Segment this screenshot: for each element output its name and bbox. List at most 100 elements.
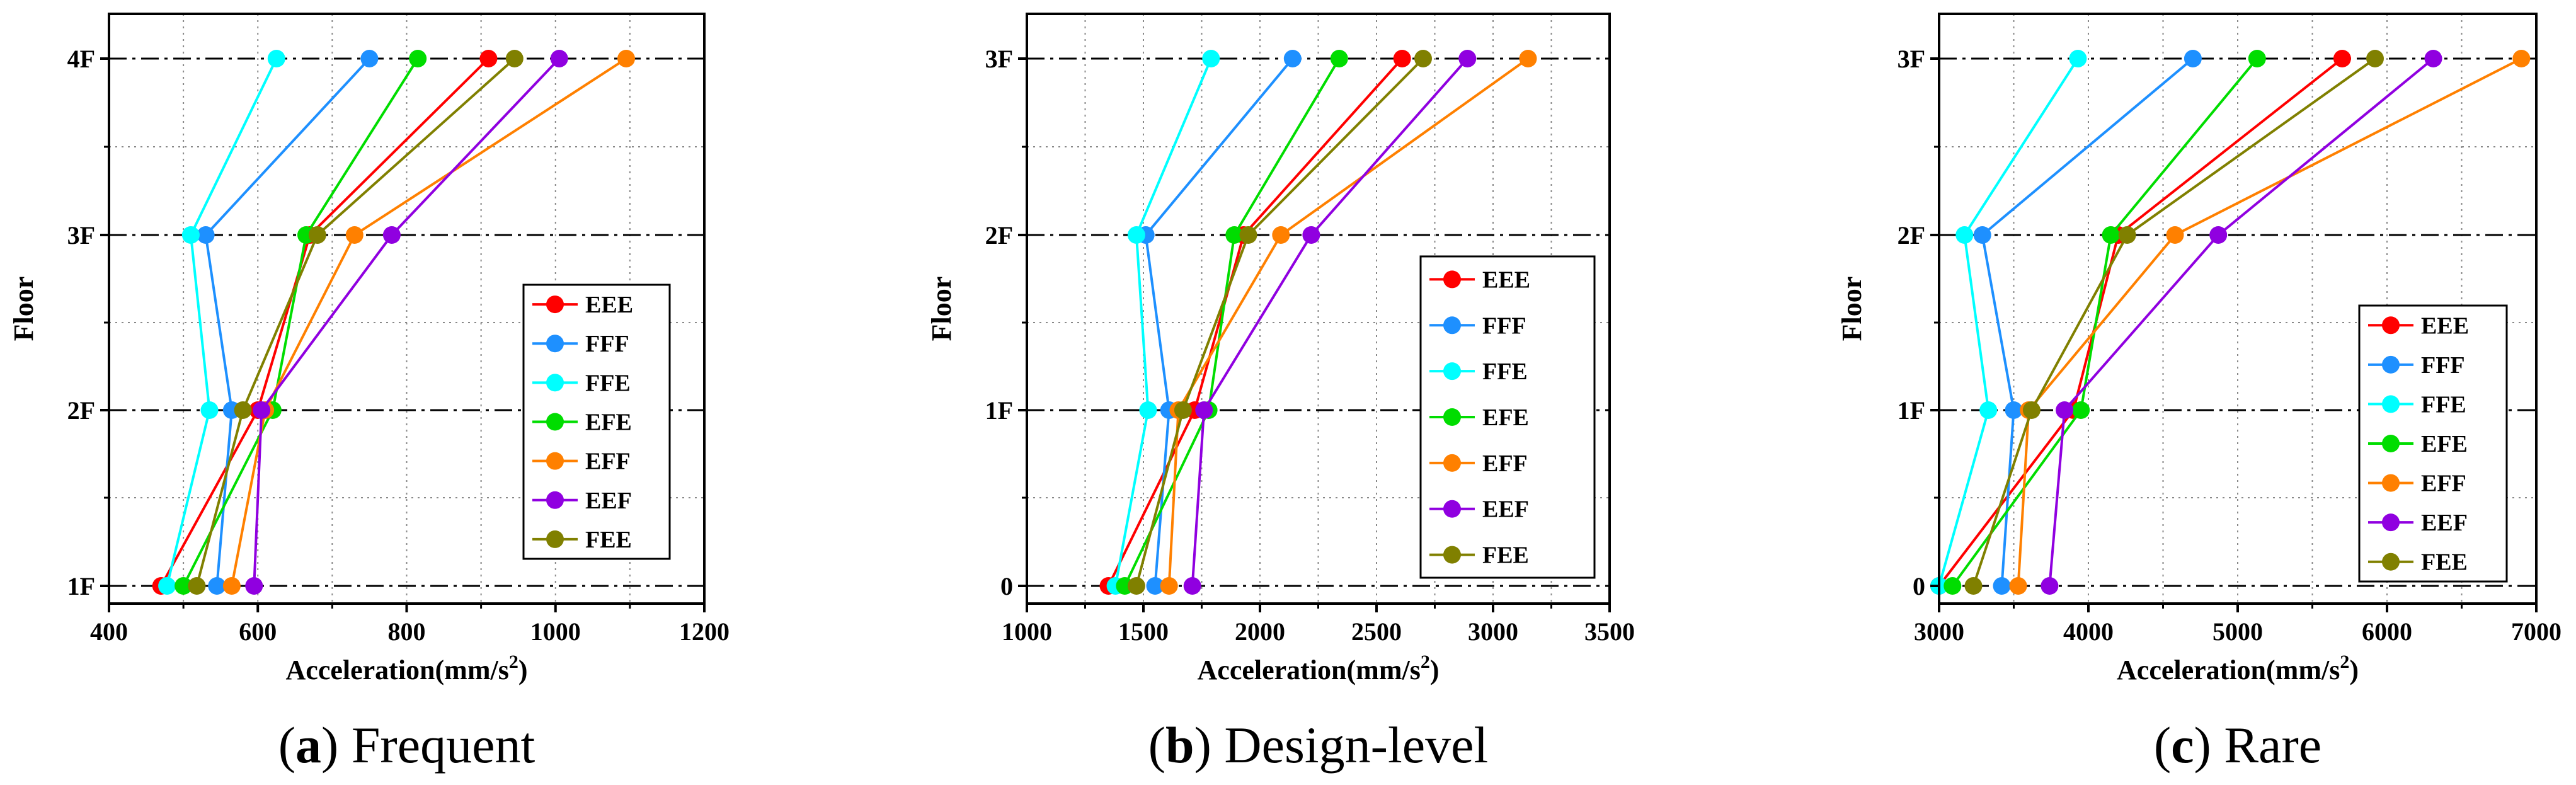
- caption-paren-open: (: [278, 716, 295, 774]
- data-point-eef: [245, 577, 263, 595]
- y-tick-label: 3F: [985, 45, 1013, 73]
- x-axis-title-sup: 2: [2340, 651, 2349, 672]
- data-point-fee: [1174, 401, 1192, 419]
- series-line-efe: [182, 57, 419, 587]
- data-point-efe: [2072, 401, 2090, 419]
- series-line-fee: [195, 57, 516, 587]
- legend-label-fff: FFF: [2421, 352, 2465, 379]
- legend-label-eff: EFF: [585, 449, 631, 475]
- series-line-ffe: [1938, 57, 2080, 587]
- data-point-eef: [1458, 50, 1477, 67]
- data-point-fee: [2022, 401, 2041, 419]
- legend-marker-fee: [546, 530, 564, 548]
- data-point-eee: [479, 50, 498, 67]
- caption-paren-close: ): [321, 716, 352, 774]
- x-tick-label: 600: [239, 617, 277, 646]
- series-line-eef: [2048, 57, 2434, 587]
- x-axis-title: Acceleration(mm/s2): [1198, 651, 1440, 685]
- y-tick-label: 0: [1000, 572, 1013, 600]
- data-point-ffe: [1127, 226, 1145, 244]
- legend-marker-fff: [1443, 316, 1461, 335]
- x-axis-title-main: Acceleration(mm/s: [1198, 655, 1421, 685]
- legend-marker-efe: [1443, 408, 1461, 426]
- y-tick-label: 1F: [1898, 396, 1925, 425]
- series-line-eef: [253, 57, 561, 587]
- caption-title: Rare: [2224, 716, 2321, 774]
- x-tick-label: 1200: [679, 617, 730, 646]
- data-point-efe: [2102, 226, 2120, 244]
- series-line-eee: [159, 57, 489, 587]
- data-point-eff: [345, 226, 364, 244]
- x-axis-title-sup: 2: [509, 651, 518, 672]
- legend-label-fff: FFF: [585, 331, 629, 357]
- data-point-eee: [2333, 50, 2351, 67]
- data-point-ffe: [181, 226, 200, 244]
- series-line-fff: [1144, 57, 1294, 587]
- x-axis-title: Acceleration(mm/s2): [286, 651, 528, 685]
- data-point-fff: [208, 577, 226, 595]
- legend-label-fee: FEE: [1482, 542, 1529, 569]
- chart-panel-c: 3000 4000 5000 6000 7000 0 1F 2F 3F Acceleration(…: [1836, 13, 2562, 774]
- data-point-fff: [2005, 401, 2023, 419]
- data-point-fee: [2366, 50, 2384, 67]
- legend-marker-eef: [2382, 513, 2400, 532]
- legend-marker-eee: [2382, 316, 2400, 335]
- legend-label-eef: EEF: [585, 488, 632, 514]
- panel-caption: (a) Frequent: [278, 716, 535, 774]
- data-point-efe: [1943, 577, 1962, 595]
- x-tick-label: 1000: [530, 617, 581, 646]
- legend: EEE FFF FFE EFE EFF EEF FEE: [2358, 304, 2508, 583]
- data-point-ffe: [1979, 401, 1998, 419]
- legend-label-ffe: FFE: [585, 370, 631, 396]
- legend-marker-efe: [546, 413, 564, 431]
- y-tick-label: 2F: [985, 221, 1013, 249]
- caption-letter: b: [1165, 716, 1194, 774]
- caption-paren-close: ): [1194, 716, 1225, 774]
- data-point-fff: [1283, 50, 1302, 67]
- data-point-eef: [2209, 226, 2228, 244]
- x-tick-label: 400: [90, 617, 128, 646]
- x-tick-label: 3000: [1468, 617, 1518, 646]
- y-tick-label: 1F: [985, 396, 1013, 425]
- y-tick-label: 1F: [67, 572, 95, 600]
- legend-marker-eef: [1443, 500, 1461, 518]
- data-point-fee: [2118, 226, 2136, 244]
- data-point-ffe: [267, 50, 285, 67]
- legend-label-eef: EEF: [1482, 496, 1529, 523]
- x-tick-label: 1500: [1118, 617, 1169, 646]
- legend-label-eee: EEE: [1482, 266, 1530, 293]
- x-axis-title-end: ): [518, 655, 528, 685]
- data-point-fee: [1239, 226, 1257, 244]
- series-line-fff: [204, 57, 370, 587]
- x-axis-title-end: ): [1430, 655, 1440, 685]
- x-tick-label: 2000: [1235, 617, 1285, 646]
- y-tick-label: 0: [1913, 572, 1925, 600]
- chart-panel-a: 400 600 800 1000 1200 1F 2F 3F 4F Acceleration(mm…: [8, 13, 730, 774]
- legend-label-fee: FEE: [2421, 549, 2468, 576]
- data-point-eff: [2009, 577, 2027, 595]
- data-point-ffe: [200, 401, 219, 419]
- data-point-ffe: [1202, 50, 1220, 67]
- x-tick-label: 5000: [2212, 617, 2263, 646]
- data-point-eef: [550, 50, 568, 67]
- caption-title: Design-level: [1224, 716, 1488, 774]
- x-axis-title: Acceleration(mm/s2): [2117, 651, 2359, 685]
- caption-letter: c: [2171, 716, 2194, 774]
- data-point-fee: [1127, 577, 1145, 595]
- legend-label-efe: EFE: [585, 410, 632, 436]
- series-line-eff: [1167, 57, 1529, 587]
- legend-marker-fee: [2382, 553, 2400, 571]
- data-point-fee: [308, 226, 326, 244]
- data-point-fee: [505, 50, 524, 67]
- x-tick-label: 6000: [2362, 617, 2412, 646]
- panel-caption: (b) Design-level: [1148, 716, 1489, 774]
- series-line-fff: [1981, 57, 2194, 587]
- x-axis-title-main: Acceleration(mm/s: [2117, 655, 2340, 685]
- data-point-eff: [2512, 50, 2531, 67]
- data-point-efe: [175, 577, 193, 595]
- legend-label-eee: EEE: [2421, 312, 2469, 339]
- y-axis-title: Floor: [926, 277, 957, 341]
- y-tick-label: 2F: [1898, 221, 1925, 249]
- series-line-ffe: [1114, 58, 1213, 587]
